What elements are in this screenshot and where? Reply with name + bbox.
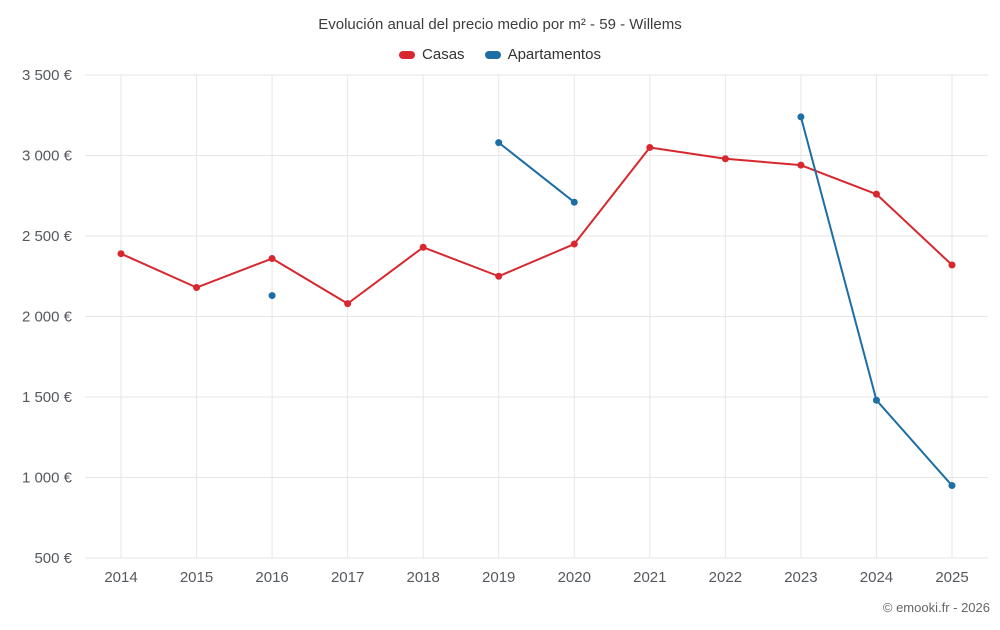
copyright-text: © emooki.fr - 2026	[882, 600, 990, 615]
legend-label: Apartamentos	[507, 46, 601, 63]
x-tick-label: 2018	[406, 569, 439, 586]
x-tick-label: 2017	[331, 569, 364, 586]
x-tick-label: 2022	[709, 569, 742, 586]
data-point[interactable]	[268, 255, 276, 263]
data-point[interactable]	[948, 482, 956, 490]
y-tick-label: 1 000 €	[22, 470, 73, 487]
legend-swatch	[399, 50, 416, 59]
data-point[interactable]	[570, 198, 578, 206]
chart-title: Evolución anual del precio medio por m² …	[318, 16, 682, 33]
legend-item-apartamentos[interactable]: Apartamentos	[484, 46, 601, 63]
series-casas	[117, 143, 956, 308]
legend-label: Casas	[422, 46, 465, 63]
data-point[interactable]	[268, 292, 276, 300]
series-apartamentos	[268, 113, 956, 490]
legend-item-casas[interactable]: Casas	[399, 46, 465, 63]
data-point[interactable]	[117, 250, 125, 258]
data-point[interactable]	[797, 161, 805, 169]
data-point[interactable]	[495, 139, 503, 147]
x-tick-label: 2021	[633, 569, 666, 586]
data-point[interactable]	[344, 300, 352, 308]
x-tick-label: 2015	[180, 569, 213, 586]
data-point[interactable]	[193, 284, 201, 292]
x-tick-label: 2024	[860, 569, 893, 586]
data-point[interactable]	[797, 113, 805, 121]
series-line	[497, 141, 576, 204]
y-tick-label: 3 000 €	[22, 148, 73, 165]
gridlines: 500 € 1 000 € 1 500 € 2 000 € 2 500 € 3 000 €…	[22, 67, 988, 586]
data-point[interactable]	[872, 396, 880, 404]
data-point[interactable]	[721, 155, 729, 163]
x-tick-label: 2025	[935, 569, 968, 586]
x-tick-label: 2014	[104, 569, 137, 586]
data-point[interactable]	[419, 243, 427, 251]
y-tick-label: 1 500 €	[22, 389, 73, 406]
series-line	[120, 146, 953, 305]
y-tick-label: 2 000 €	[22, 309, 73, 326]
data-point[interactable]	[495, 272, 503, 280]
data-point[interactable]	[872, 190, 880, 198]
y-tick-label: 3 500 €	[22, 67, 73, 84]
data-point[interactable]	[570, 240, 578, 248]
y-tick-label: 500 €	[34, 550, 72, 567]
data-point[interactable]	[646, 143, 654, 151]
x-tick-label: 2016	[255, 569, 288, 586]
x-tick-label: 2023	[784, 569, 817, 586]
legend: Casas Apartamentos	[0, 46, 1000, 63]
x-tick-label: 2019	[482, 569, 515, 586]
y-tick-label: 2 500 €	[22, 228, 73, 245]
legend-swatch	[484, 50, 501, 59]
x-tick-label: 2020	[558, 569, 591, 586]
data-point[interactable]	[948, 261, 956, 269]
